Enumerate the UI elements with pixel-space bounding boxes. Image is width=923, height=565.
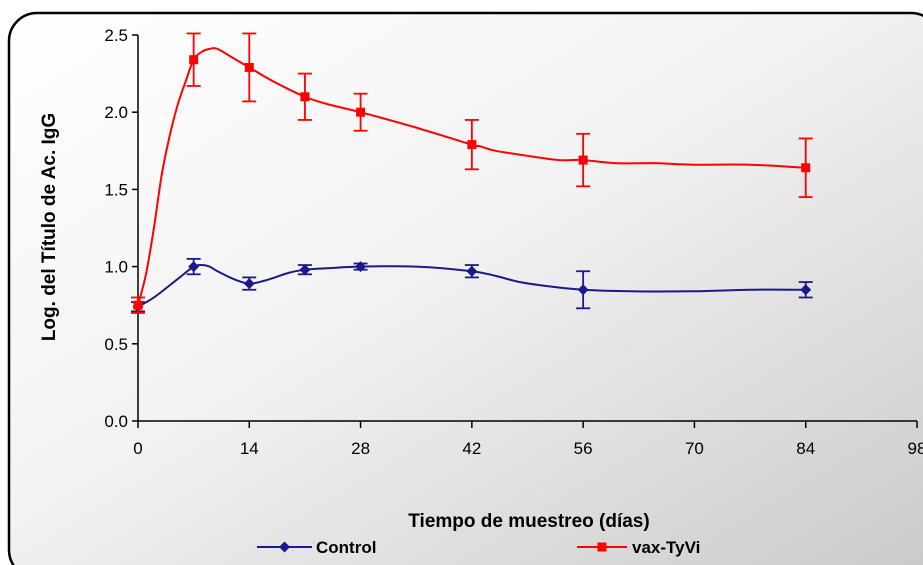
- y-tick-label: 1.5: [104, 180, 128, 199]
- y-tick-label: 0.0: [104, 412, 128, 431]
- data-point: [188, 261, 200, 273]
- y-tick-label: 0.5: [104, 335, 128, 354]
- legend-label: Control: [316, 538, 376, 557]
- axes: 0.0 0.5 1.0 1.5 2.0 2.5 0 14 28 42 56 70 84 98: [104, 26, 923, 458]
- x-tick-label: 98: [908, 439, 923, 458]
- x-tick-label: 84: [796, 439, 815, 458]
- data-point: [800, 284, 812, 296]
- data-point: [467, 140, 477, 150]
- data-point: [801, 163, 811, 173]
- x-tick-label: 14: [240, 439, 259, 458]
- y-tick-label: 2.0: [104, 103, 128, 122]
- legend-swatch-marker: [279, 541, 290, 553]
- legend-item: Control: [257, 538, 376, 557]
- series-vax-tyvi: [131, 32, 813, 314]
- data-point: [189, 55, 199, 65]
- data-point: [133, 300, 143, 310]
- legend-swatch-marker: [597, 542, 607, 552]
- data-point: [300, 92, 310, 102]
- data-point: [577, 284, 589, 296]
- data-point: [466, 265, 478, 277]
- x-tick-label: 42: [462, 439, 481, 458]
- y-tick-label: 2.5: [104, 26, 128, 45]
- plot-area: [131, 32, 813, 314]
- legend-item: vax-TyVi: [577, 538, 700, 557]
- series-control: [131, 257, 813, 313]
- x-tick-label: 70: [685, 439, 704, 458]
- legend-label: vax-TyVi: [632, 538, 700, 557]
- data-point: [355, 261, 367, 273]
- data-point: [243, 278, 255, 290]
- x-tick-label: 28: [351, 439, 370, 458]
- data-point: [244, 62, 254, 72]
- data-point: [356, 107, 366, 117]
- data-point: [578, 155, 588, 165]
- x-axis-title: Tiempo de muestreo (días): [408, 511, 649, 532]
- x-tick-label: 56: [574, 439, 593, 458]
- y-axis-title: Log. del Título de Ac. IgG: [39, 113, 60, 341]
- y-tick-label: 1.0: [104, 258, 128, 277]
- legend: Control vax-TyVi: [257, 538, 700, 557]
- data-point: [299, 264, 311, 276]
- x-tick-label: 0: [133, 439, 142, 458]
